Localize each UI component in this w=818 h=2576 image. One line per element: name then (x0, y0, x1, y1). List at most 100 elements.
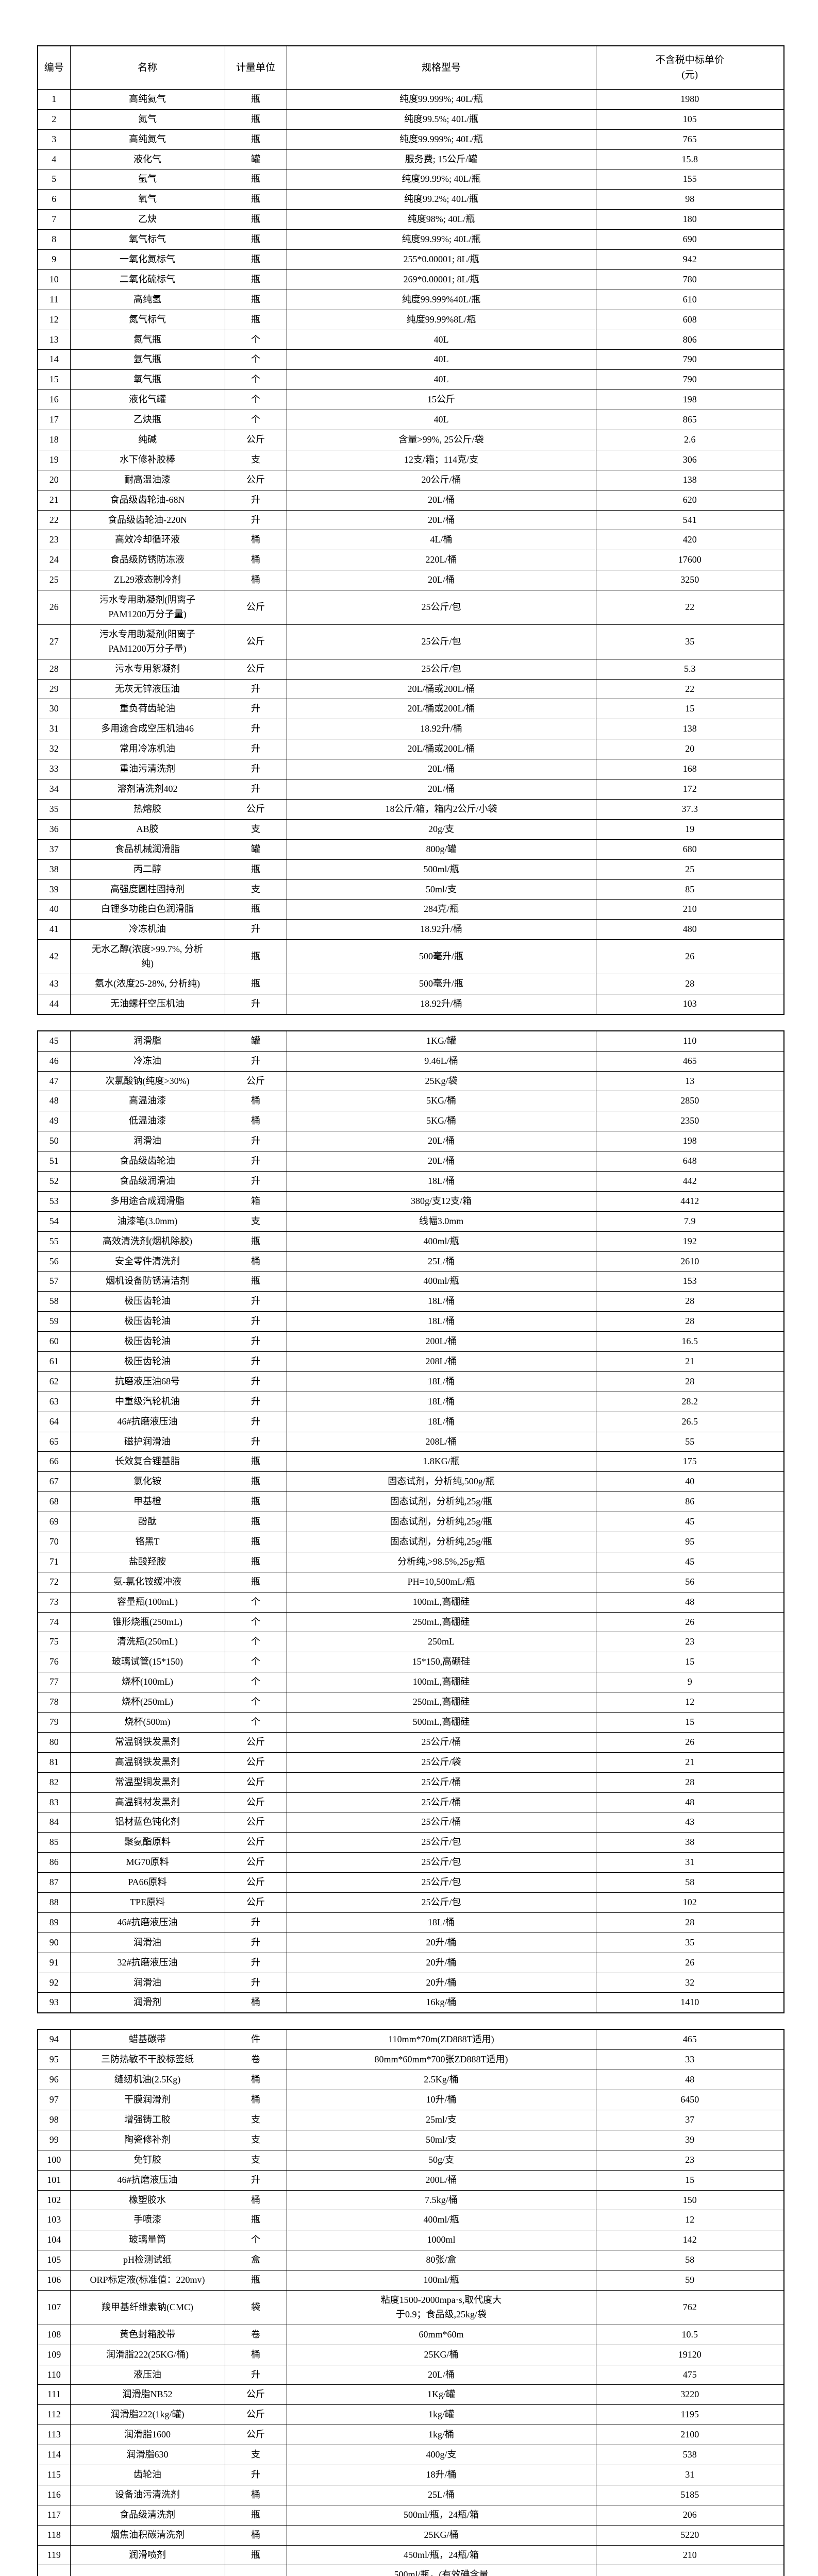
name-cell: 盐酸羟胺 (70, 1551, 225, 1572)
unit-cell: 升 (224, 1171, 287, 1192)
row-number-cell: 27 (37, 624, 71, 659)
unit-cell: 公斤 (224, 2425, 287, 2446)
unit-cell: 瓶 (224, 899, 287, 920)
name-cell: 氩气 (70, 169, 225, 190)
row-number-cell: 11 (37, 289, 71, 310)
table-row: 72 氨-氯化铵缓冲液瓶 PH=10,500mL/瓶 56 (37, 1571, 784, 1592)
unit-cell: 瓶 (224, 2270, 287, 2291)
price-cell: 138 (595, 469, 784, 490)
table-row: 76 玻璃试管(15*150) 个 15*150,高硼硅 15 (37, 1652, 784, 1673)
price-cell: 942 (595, 249, 784, 270)
table-row: 25 ZL29液态制冷剂桶 20L/桶 3250 (37, 570, 784, 591)
table-row: 32 常用冷冻机油升 20L/桶或200L/桶 20 (37, 739, 784, 760)
name-cell: 烟焦油积碳清洗剂 (70, 2524, 225, 2546)
name-cell: 安全零件清洗剂 (70, 1251, 225, 1272)
table-row: 38 丙二醇瓶 500ml/瓶 25 (37, 859, 784, 880)
spec-cell: 250mL,高硼硅 (286, 1612, 596, 1633)
table-row: 71 盐酸羟胺瓶分析纯,>98.5%,25g/瓶 45 (37, 1551, 784, 1572)
spec-cell: 25L/桶 (286, 1251, 596, 1272)
price-cell: 32 (595, 1972, 784, 1993)
name-cell: 乙炔瓶 (70, 410, 225, 431)
unit-cell: 公斤 (224, 624, 287, 659)
unit-cell: 桶 (224, 2344, 287, 2365)
table-row: 6 氧气瓶纯度99.2%; 40L/瓶 98 (37, 189, 784, 210)
table-row: 89 46#抗磨液压油升 18L/桶 28 (37, 1912, 784, 1933)
price-cell: 110 (595, 1030, 784, 1052)
name-cell: 纯碱 (70, 430, 225, 450)
price-cell: 15 (595, 699, 784, 720)
price-cell: 620 (595, 489, 784, 511)
unit-cell: 个 (224, 1652, 287, 1673)
name-cell: 氧气标气 (70, 229, 225, 250)
spec-cell: 208L/桶 (286, 1431, 596, 1452)
spec-cell: 25公斤/包 (286, 658, 596, 680)
price-cell: 39 (595, 2129, 784, 2150)
spec-cell: 7.5kg/桶 (286, 2190, 596, 2211)
unit-cell: 升 (224, 1050, 287, 1072)
price-cell: 765 (595, 129, 784, 150)
table-row: 120碘伏瓶500ml/瓶，(有效碘含量 :4.5-5.5g/L)25 (37, 2565, 784, 2576)
row-number-cell: 113 (37, 2425, 71, 2446)
table-row: 12 氮气标气瓶纯度99.99%8L/瓶 608 (37, 309, 784, 330)
table-row: 68 甲基橙瓶固态试剂，分析纯,25g/瓶 86 (37, 1492, 784, 1513)
row-number-cell: 38 (37, 859, 71, 880)
table-row: 80 常温钢铁发黑剂 公斤 25公斤/桶 26 (37, 1732, 784, 1753)
table-row: 115 齿轮油升 18升/桶 31 (37, 2464, 784, 2485)
name-cell: 锥形烧瓶(250mL) (70, 1612, 225, 1633)
name-cell: 常温型铜发黑剂 (70, 1772, 225, 1793)
table-row: 44 无油螺杆空压机油升 18.92升/桶 103 (37, 993, 784, 1015)
name-cell: 二氧化硫标气 (70, 269, 225, 290)
spec-cell: 10升/桶 (286, 2090, 596, 2110)
table-row: 28 污水专用絮凝剂 公斤 25公斤/包 5.3 (37, 658, 784, 680)
price-cell: 610 (595, 289, 784, 310)
name-cell: 羧甲基纤维素钠(CMC) (70, 2290, 225, 2325)
spec-cell: 25公斤/桶 (286, 1812, 596, 1833)
spec-cell: 18升/桶 (286, 2464, 596, 2485)
unit-cell: 公斤 (224, 658, 287, 680)
spec-cell: 20L/桶 (286, 570, 596, 591)
unit-cell: 个 (224, 1692, 287, 1713)
spec-cell: 18L/桶 (286, 1391, 596, 1412)
spec-cell: 500mL,高硼硅 (286, 1712, 596, 1733)
price-cell: 138 (595, 719, 784, 740)
unit-cell: 公斤 (224, 1071, 287, 1092)
price-cell: 25 (595, 2565, 784, 2576)
spec-cell: 固态试剂，分析纯,500g/瓶 (286, 1471, 596, 1493)
price-cell: 690 (595, 229, 784, 250)
unit-cell: 升 (224, 1391, 287, 1412)
row-number-cell: 118 (37, 2524, 71, 2546)
unit-cell: 瓶 (224, 309, 287, 330)
spec-cell: 20L/桶或200L/桶 (286, 739, 596, 760)
price-cell: 28 (595, 1912, 784, 1933)
spec-cell: 25公斤/包 (286, 1892, 596, 1913)
unit-cell: 件 (224, 2029, 287, 2050)
table-row: 53 多用途合成润滑脂箱 380g/支12支/箱 4412 (37, 1191, 784, 1212)
column-header-number: 编号 (37, 45, 71, 90)
spec-cell: 400ml/瓶 (286, 1271, 596, 1292)
row-number-cell: 109 (37, 2344, 71, 2365)
price-cell: 58 (595, 1872, 784, 1893)
spec-cell: 20升/桶 (286, 1952, 596, 1973)
unit-cell: 升 (224, 1291, 287, 1312)
name-cell: 冷冻机油 (70, 919, 225, 940)
unit-cell: 桶 (224, 2190, 287, 2211)
name-cell: 高纯氮气 (70, 129, 225, 150)
table-row: 9 一氧化氮标气瓶 255*0.00001; 8L/瓶 942 (37, 249, 784, 270)
unit-cell: 桶 (224, 1091, 287, 1112)
spec-cell: 500ml/瓶，24瓶/箱 (286, 2504, 596, 2526)
unit-cell: 罐 (224, 1030, 287, 1052)
unit-cell: 桶 (224, 1111, 287, 1132)
unit-cell: 瓶 (224, 2565, 287, 2576)
price-cell: 31 (595, 1852, 784, 1873)
price-cell: 648 (595, 1151, 784, 1172)
table-row: 61 极压齿轮油升 208L/桶 21 (37, 1351, 784, 1372)
unit-cell: 个 (224, 369, 287, 391)
unit-cell: 瓶 (224, 1471, 287, 1493)
name-cell: 多用途合成润滑脂 (70, 1191, 225, 1212)
name-cell: 常温钢铁发黑剂 (70, 1732, 225, 1753)
spec-cell: 20L/桶 (286, 2364, 596, 2385)
unit-cell: 升 (224, 1411, 287, 1432)
spec-cell: 50ml/支 (286, 879, 596, 900)
table-row: 14 氩气瓶个 40L 790 (37, 349, 784, 370)
table-row: 24 食品级防锈防冻液桶 220L/桶 17600 (37, 550, 784, 571)
